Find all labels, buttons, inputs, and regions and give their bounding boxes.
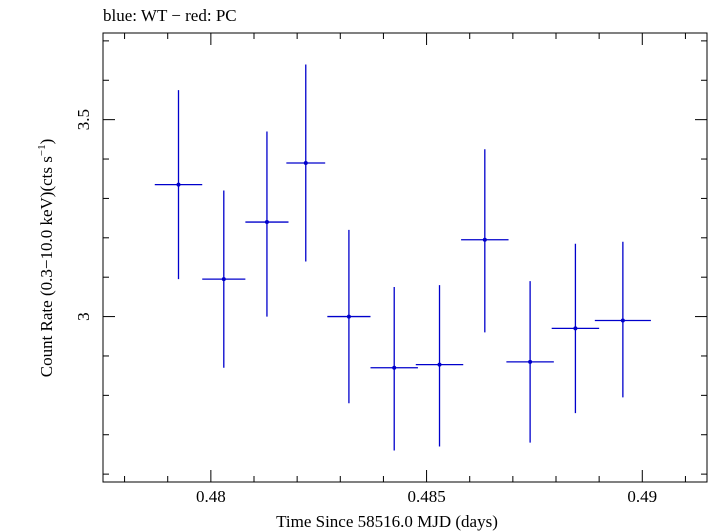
data-point: [594, 241, 651, 398]
y-axis-label: Count Rate (0.3−10.0 keV)(cts s−1): [36, 139, 56, 378]
axis-ticks: [103, 33, 707, 482]
point-marker: [437, 362, 442, 367]
data-point: [551, 243, 600, 414]
y-axis-label-main: Count Rate (0.3−10.0 keV)(cts s: [37, 156, 56, 377]
point-marker: [392, 365, 397, 370]
point-marker: [346, 314, 351, 319]
plot-frame: [102, 32, 708, 483]
x-tick-label: 0.49: [627, 487, 657, 506]
point-marker: [176, 182, 181, 187]
data-point: [245, 131, 289, 317]
data-point: [461, 149, 509, 333]
y-axis-label-exponent: −1: [36, 144, 48, 156]
data-point: [327, 229, 371, 404]
data-points: [154, 64, 651, 451]
point-marker: [264, 220, 269, 225]
data-point: [286, 64, 326, 262]
y-axis-label-close: ): [37, 139, 56, 145]
x-axis-label: Time Since 58516.0 MJD (days): [276, 512, 498, 531]
data-point: [202, 190, 246, 368]
axis-tick-labels: 0.48 0.485 0.49 3 3.5: [74, 109, 657, 506]
data-point: [370, 287, 418, 451]
x-tick-label: 0.485: [407, 487, 445, 506]
chart-title: blue: WT − red: PC: [103, 6, 237, 25]
point-marker: [221, 277, 226, 282]
point-marker: [482, 237, 487, 242]
data-point: [154, 90, 203, 280]
point-marker: [303, 160, 308, 165]
data-point: [415, 285, 464, 447]
x-tick-label: 0.48: [196, 487, 226, 506]
point-marker: [528, 359, 533, 364]
data-point: [506, 281, 554, 443]
point-marker: [573, 326, 578, 331]
y-tick-label: 3: [74, 312, 93, 321]
point-marker: [620, 318, 625, 323]
y-tick-label: 3.5: [74, 109, 93, 130]
